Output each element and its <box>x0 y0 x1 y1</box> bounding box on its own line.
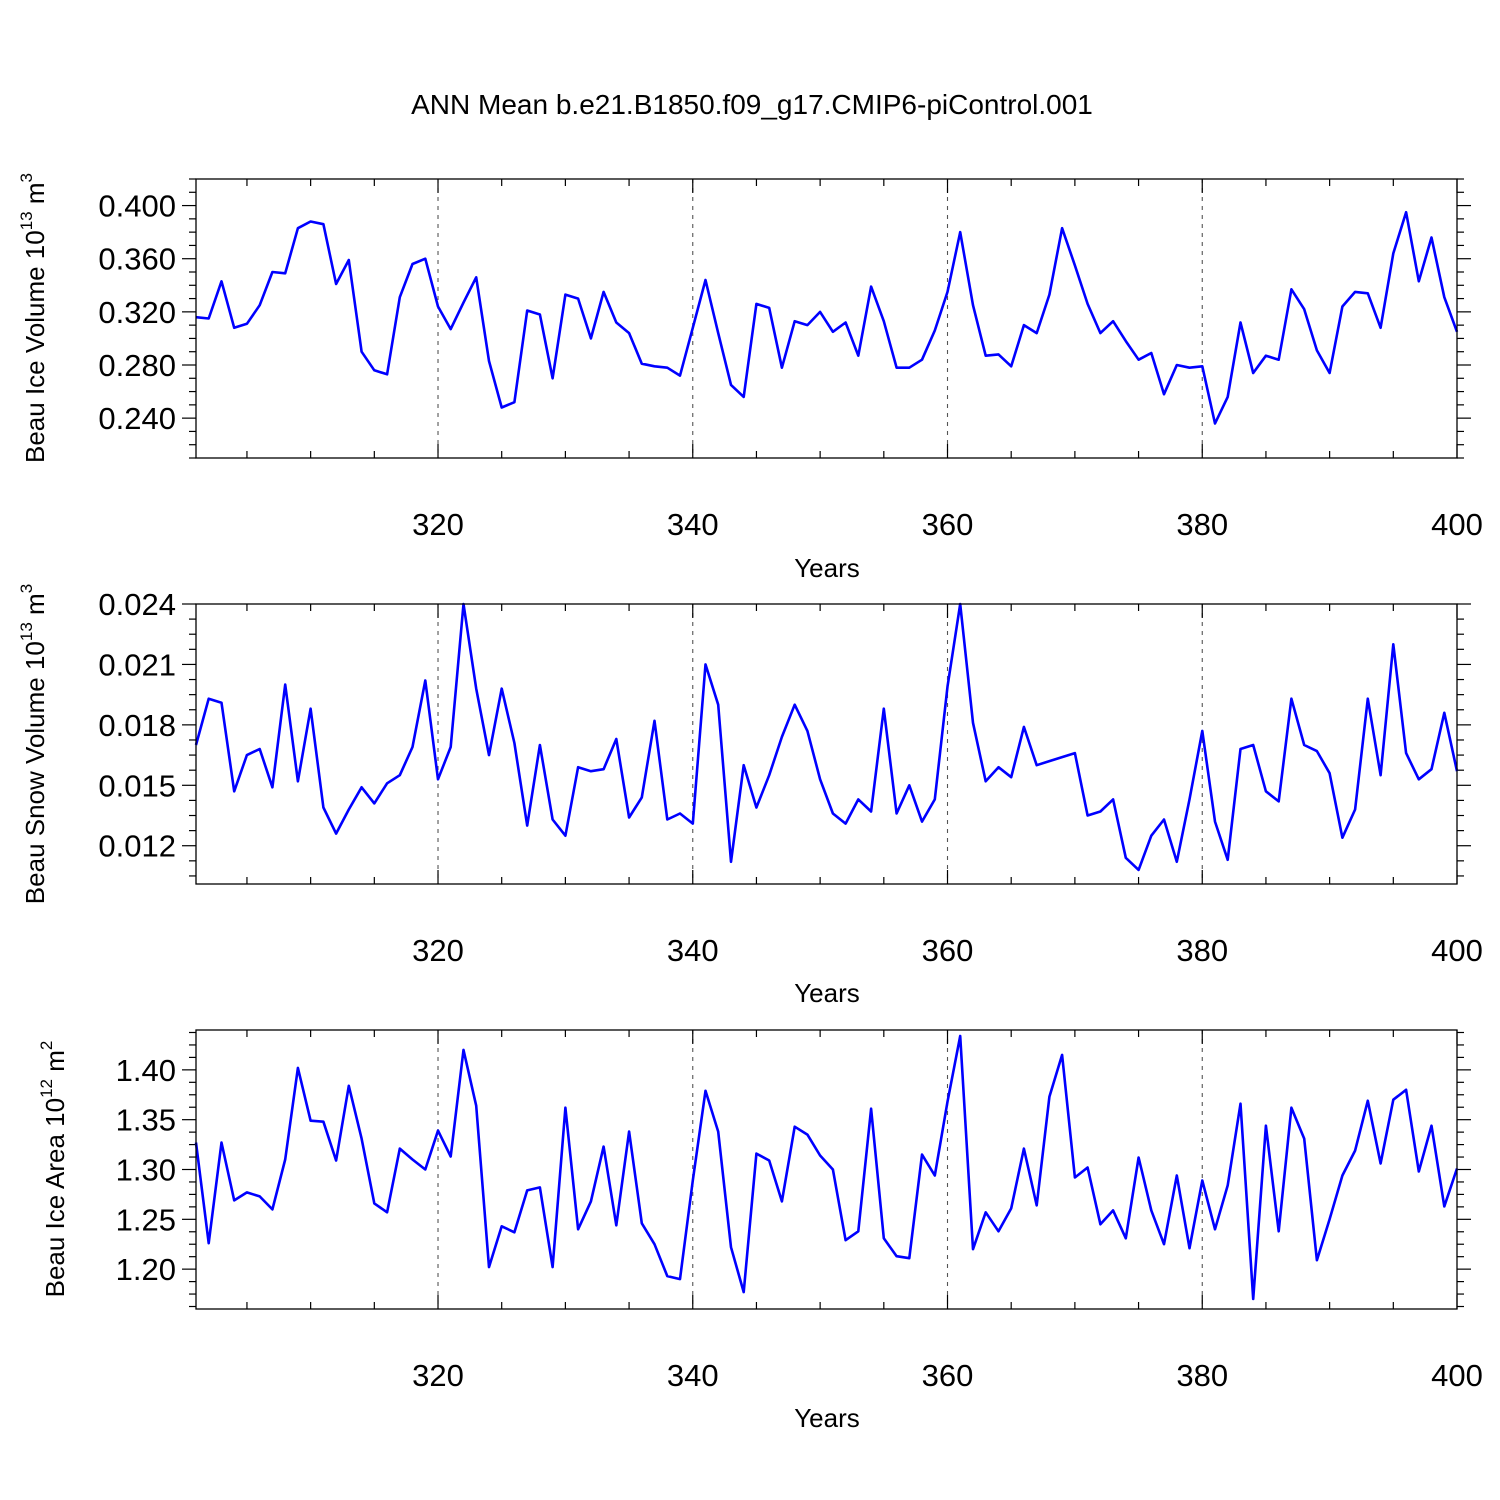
x-tick-label: 340 <box>667 933 719 968</box>
data-series-line <box>194 602 1459 872</box>
x-tick-label: 360 <box>922 933 974 968</box>
x-axis-label: Years <box>794 1403 860 1433</box>
y-tick-label: 0.015 <box>98 768 176 803</box>
x-tick-label: 320 <box>412 1358 464 1393</box>
x-tick-label: 320 <box>412 507 464 542</box>
x-axis-label: Years <box>794 553 860 583</box>
y-tick-label: 0.021 <box>98 647 176 682</box>
plot-frame <box>195 1029 1458 1310</box>
y-tick-label: 1.35 <box>116 1103 176 1138</box>
x-axis-label: Years <box>794 978 860 1008</box>
y-tick-label: 0.024 <box>98 587 176 622</box>
y-tick-label: 0.360 <box>98 242 176 277</box>
panel-ice-volume: Beau Ice Volume 1013 m3 Years 0.400 0.360… <box>17 173 1483 583</box>
y-tick-label: 0.018 <box>98 708 176 743</box>
y-tick-label: 1.20 <box>116 1252 176 1287</box>
x-tick-label: 380 <box>1176 507 1228 542</box>
x-tick-label: 400 <box>1431 507 1483 542</box>
x-tick-label: 400 <box>1431 933 1483 968</box>
y-tick-label: 0.240 <box>98 401 176 436</box>
y-axis-label: Beau Ice Area 1012 m2 <box>37 1041 70 1298</box>
plot-frame <box>195 603 1458 885</box>
y-tick-label: 1.25 <box>116 1202 176 1237</box>
x-tick-label: 340 <box>667 507 719 542</box>
panel-ice-area: Beau Ice Area 1012 m2 Years 1.40 1.35 1.30… <box>37 1029 1483 1433</box>
y-axis-label: Beau Ice Volume 1013 m3 <box>17 173 50 463</box>
chart-title: ANN Mean b.e21.B1850.f09_g17.CMIP6-piCon… <box>411 89 1093 120</box>
plot-frame <box>195 178 1458 459</box>
y-tick-label: 0.280 <box>98 348 176 383</box>
x-tick-label: 360 <box>922 507 974 542</box>
data-series-line <box>195 210 1459 425</box>
y-tick-label: 0.320 <box>98 295 176 330</box>
x-tick-label: 380 <box>1176 933 1228 968</box>
x-tick-label: 400 <box>1431 1358 1483 1393</box>
panel-snow-volume: Beau Snow Volume 1013 m3 Years 0.024 0.02… <box>17 584 1483 1008</box>
x-tick-label: 340 <box>667 1358 719 1393</box>
data-series-line <box>194 1034 1459 1301</box>
y-tick-label: 1.30 <box>116 1153 176 1188</box>
y-axis-label: Beau Snow Volume 1013 m3 <box>17 584 50 904</box>
x-tick-label: 320 <box>412 933 464 968</box>
y-tick-label: 0.012 <box>98 829 176 864</box>
y-tick-label: 0.400 <box>98 189 176 224</box>
x-tick-label: 360 <box>922 1358 974 1393</box>
x-tick-label: 380 <box>1176 1358 1228 1393</box>
y-tick-label: 1.40 <box>116 1053 176 1088</box>
